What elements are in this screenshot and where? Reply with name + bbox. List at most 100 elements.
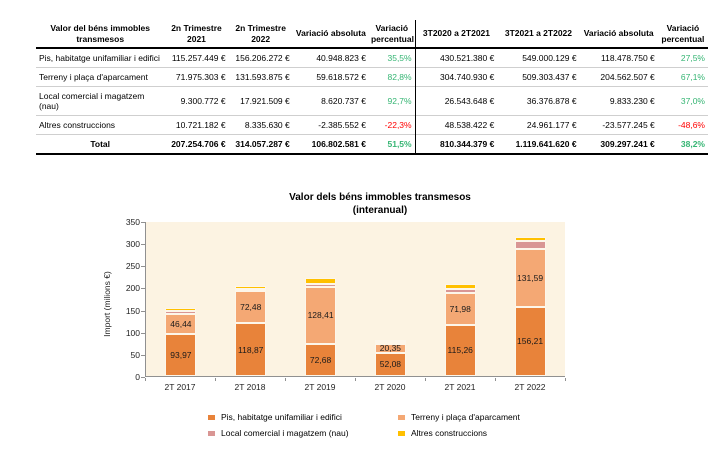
x-axis-category-label: 2T 2019 <box>304 382 336 392</box>
bar-value-label: 71,98 <box>449 304 471 315</box>
x-tick-mark <box>495 378 496 381</box>
x-axis-labels: 2T 2017 2T 2018 2T 2019 2T 2020 2T 2021 2T 20… <box>145 382 565 392</box>
cell-amount: -2.385.552 € <box>318 120 366 131</box>
cell-amount: 314.057.287 € <box>235 139 290 150</box>
x-tick-mark <box>215 378 216 381</box>
cell-amount: 549.000.129 € <box>522 53 577 64</box>
bar-value-label: 72,68 <box>309 354 332 365</box>
y-tick-mark <box>141 310 145 312</box>
y-tick-mark <box>141 244 145 246</box>
bar-value-label: 118,87 <box>238 344 264 355</box>
cell-amount: 71.975.303 € <box>175 72 226 83</box>
cell-amount: 131.593.875 € <box>235 72 290 83</box>
column-header: 2n Trimestre 2021 <box>171 23 222 44</box>
y-tick-label: 200 <box>125 283 140 294</box>
row-label: Pis, habitatge unifamiliar i edifici <box>39 53 160 64</box>
bar-segment: 118,87 <box>235 323 267 376</box>
bar-segment: 93,97 <box>165 334 197 376</box>
column-header: Variació absoluta <box>583 28 654 39</box>
y-tick-label: 350 <box>125 217 140 227</box>
cell-amount: 59.618.572 € <box>316 72 366 83</box>
bar-value-label: 46,44 <box>170 319 192 330</box>
cell-percent: -22,3% <box>368 115 416 135</box>
summary-table: Valor del béns immobles transmesos 2n Tri… <box>36 20 708 155</box>
y-tick-mark <box>141 266 145 268</box>
table-row: Pis, habitatge unifamiliar i edifici 115.… <box>36 48 708 68</box>
legend-item: Altres construccions <box>398 428 650 438</box>
cell-amount: 9.833.230 € <box>609 96 655 107</box>
cell-amount: 207.254.706 € <box>171 139 226 150</box>
y-tick-mark <box>141 288 145 290</box>
y-tick-mark <box>141 222 145 223</box>
chart-title: Valor dels béns immobles transmesos <box>289 192 471 203</box>
bar-segment: 20,35 <box>374 343 406 353</box>
bar-segment: 115,26 <box>444 324 476 376</box>
cell-amount: 10.721.182 € <box>175 120 226 131</box>
x-tick-mark <box>565 378 566 381</box>
cell-percent: 38,2% <box>680 139 705 150</box>
bar-value-label: 131,59 <box>517 272 544 283</box>
cell-percent: 51,5% <box>368 134 416 155</box>
x-tick-mark <box>425 378 426 381</box>
row-label: Local comercial i magatzem (nau) <box>39 91 145 112</box>
cell-amount: 309.297.241 € <box>600 139 655 150</box>
bar-segment <box>514 240 546 249</box>
y-tick-label: 250 <box>125 261 140 272</box>
table-row: Local comercial i magatzem (nau) 9.300.77… <box>36 86 708 116</box>
cell-amount: 810.344.379 € <box>439 139 495 150</box>
chart: Valor dels béns immobles transmesos (int… <box>90 192 650 438</box>
table-total-row: Total 207.254.706 € 314.057.287 € 106.802.5… <box>36 134 708 155</box>
cell-amount: 40.948.823 € <box>316 53 366 64</box>
bar-segment: 46,44 <box>165 313 197 335</box>
cell-amount: 106.802.581 € <box>311 139 366 150</box>
bar-segment <box>165 311 197 314</box>
legend-label: Pis, habitatge unifamiliar i edifici <box>221 412 342 422</box>
bar-value-label: 156,21 <box>517 336 544 347</box>
cell-percent: 82,8% <box>368 67 416 87</box>
bar-value-label: 52,08 <box>379 359 402 370</box>
x-axis-category-label: 2T 2021 <box>444 382 476 392</box>
column-header: 3T2020 a 2T2021 <box>422 28 491 39</box>
bar-segment <box>374 341 406 344</box>
cell-amount: 204.562.507 € <box>600 72 655 83</box>
table-header-row: Valor del béns immobles transmesos 2n Tri… <box>36 20 708 49</box>
y-tick-mark <box>141 332 145 334</box>
bar-segment: 52,08 <box>374 352 406 376</box>
x-tick-mark <box>145 378 146 381</box>
bar-segment: 72,68 <box>305 343 337 376</box>
bar-segment <box>305 284 337 287</box>
summary-table-wrap: Valor del béns immobles transmesos 2n Tri… <box>36 20 708 155</box>
x-tick-mark <box>285 378 286 381</box>
stacked-bar-2T-2021: 115,26 71,98 <box>444 284 476 376</box>
y-tick-label: 0 <box>135 372 140 382</box>
legend-item: Local comercial i magatzem (nau) <box>208 428 398 438</box>
legend-label: Altres construccions <box>411 428 488 438</box>
stacked-bar-2T-2018: 118,87 72,48 <box>235 285 267 376</box>
legend-item: Pis, habitatge unifamiliar i edifici <box>208 412 398 422</box>
table-row: Terreny i plaça d'aparcament 71.975.303 €… <box>36 67 708 87</box>
cell-amount: 1.119.641.620 € <box>515 139 577 150</box>
bar-segment <box>514 236 546 241</box>
y-tick-label: 50 <box>130 349 140 360</box>
cell-amount: 430.521.380 € <box>439 53 495 64</box>
cell-amount: 304.740.930 € <box>439 72 495 83</box>
plot-wrap: Import (milions €) 0 50 100 150 200 250 300 350… <box>90 217 650 400</box>
cell-amount: 26.543.648 € <box>444 96 495 107</box>
row-label: Total <box>90 139 111 150</box>
legend-marker-icon <box>398 414 405 420</box>
stacked-bar-2T-2022: 156,21 131,59 <box>514 236 546 376</box>
x-axis-category-label: 2T 2018 <box>234 382 266 392</box>
chart-subtitle: (interanual) <box>352 204 408 216</box>
column-header: Valor del béns immobles transmesos <box>50 23 151 44</box>
bar-segment <box>305 277 337 285</box>
y-tick-label: 100 <box>125 327 140 338</box>
cell-amount: 115.257.449 € <box>171 53 226 64</box>
column-header: Variació absoluta <box>295 28 366 39</box>
cell-amount: -23.577.245 € <box>602 120 655 131</box>
bar-segment: 128,41 <box>305 286 337 344</box>
chart-legend: Pis, habitatge unifamiliar i edifici Terr… <box>208 412 650 438</box>
x-axis-category-label: 2T 2020 <box>374 382 406 392</box>
legend-marker-icon <box>398 430 405 436</box>
bar-segment: 72,48 <box>235 291 267 324</box>
